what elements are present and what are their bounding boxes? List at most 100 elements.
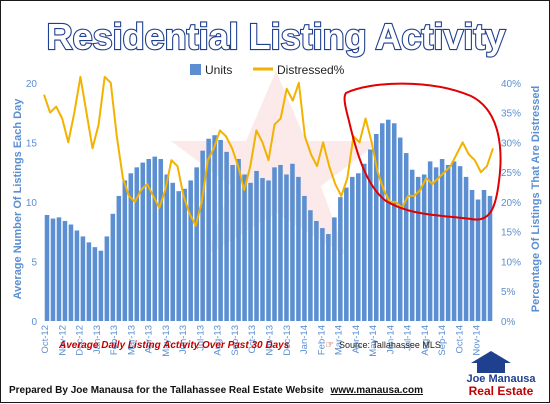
units-bar — [122, 180, 128, 321]
units-bar — [278, 164, 283, 321]
y2-axis-ticks: 0% 5% 10% 15% 20% 25% 30% 35% 40% — [501, 79, 521, 328]
units-bar — [463, 176, 469, 321]
footer-link[interactable]: www.manausa.com — [330, 385, 424, 396]
x-tick-label: Oct-14 — [454, 325, 465, 354]
units-bar — [68, 224, 74, 321]
units-bar — [487, 195, 493, 321]
units-bar — [481, 189, 487, 321]
units-bar — [296, 176, 301, 321]
units-bar — [427, 161, 433, 321]
units-bar — [451, 161, 457, 321]
y2-tick-label: 30% — [501, 138, 521, 149]
legend-units-swatch — [190, 64, 201, 75]
logo-line2: Real Estate — [469, 384, 534, 398]
y2-tick-label: 5% — [501, 287, 516, 298]
units-bar — [439, 159, 445, 321]
units-bar — [415, 176, 421, 321]
footer-text: Prepared By Joe Manausa for the Tallahas… — [9, 385, 423, 396]
y2-tick-label: 35% — [501, 109, 521, 120]
units-bar — [74, 230, 80, 321]
y-tick-label: 20 — [26, 79, 38, 90]
units-bar — [110, 213, 116, 321]
units-bar — [170, 182, 175, 321]
legend-distressed-label: Distressed% — [277, 63, 345, 77]
units-bar — [86, 242, 92, 321]
units-bar — [445, 164, 451, 321]
footer-prefix: Prepared By Joe Manausa for the Tallahas… — [9, 385, 324, 396]
x-tick-label: Dec-13 — [282, 325, 293, 356]
x-tick-label: Nov-13 — [265, 325, 276, 356]
y-tick-label: 15 — [26, 138, 38, 149]
units-bar — [457, 166, 463, 321]
units-bar — [80, 236, 86, 321]
logo-line1: Joe Manausa — [466, 373, 536, 385]
distressed-line-layer — [43, 75, 494, 227]
x-tick-label: Sep-14 — [437, 325, 448, 356]
y2-axis-label: Percentage Of Listings That Are Distress… — [530, 86, 542, 312]
units-bar — [272, 167, 277, 321]
subtitle-text: Average Daily Listing Activity Over Past… — [58, 340, 290, 351]
units-bar — [104, 236, 110, 321]
units-bar — [44, 214, 50, 321]
x-tick-label: Feb-13 — [109, 325, 120, 355]
units-bar — [373, 134, 379, 321]
x-tick-label: Jul-14 — [403, 325, 414, 351]
units-bar — [62, 220, 68, 321]
y-tick-label: 10 — [26, 198, 38, 209]
x-axis-ticks: Oct-12 Nov-12 Dec-12 Jan-13 Feb-13 Mar-13 Apr-… — [40, 325, 483, 357]
source-icon: ☞ — [325, 340, 334, 351]
units-bar — [362, 163, 367, 321]
x-tick-label: Apr-14 — [351, 325, 362, 354]
units-bar — [140, 162, 146, 321]
units-bar — [403, 153, 409, 321]
units-bar — [338, 197, 343, 321]
x-tick-label: May-14 — [368, 325, 379, 357]
y-tick-label: 5 — [31, 257, 37, 268]
y2-tick-label: 0% — [501, 317, 516, 328]
background-emblem — [171, 71, 381, 256]
y2-tick-label: 40% — [501, 79, 521, 90]
units-bar — [206, 138, 211, 321]
y2-tick-label: 20% — [501, 198, 521, 209]
units-bar — [128, 173, 134, 321]
units-bar — [332, 217, 337, 321]
x-tick-label: Jul-13 — [195, 325, 206, 351]
units-bar — [368, 149, 373, 321]
units-bar — [308, 210, 313, 321]
units-bar — [152, 156, 158, 321]
y2-tick-label: 15% — [501, 228, 521, 239]
units-bar — [224, 151, 229, 321]
units-bar — [194, 167, 199, 321]
source-text: Source: Tallahassee MLS — [339, 340, 441, 350]
units-bar — [433, 167, 439, 321]
units-bar — [146, 159, 152, 321]
x-tick-label: Jun-14 — [385, 325, 396, 354]
x-tick-label: Dec-12 — [75, 325, 86, 356]
units-bar — [212, 135, 217, 321]
house-icon — [471, 351, 511, 363]
units-bar — [248, 182, 253, 321]
units-bar — [356, 173, 361, 321]
x-tick-label: Oct-12 — [40, 325, 51, 354]
units-bar — [475, 199, 481, 321]
units-bar — [182, 188, 187, 321]
x-tick-label: Mar-14 — [334, 325, 345, 355]
units-bar — [230, 164, 235, 321]
units-bar — [284, 174, 289, 321]
units-bar — [236, 159, 241, 321]
units-bar — [254, 170, 259, 321]
distressed-line — [43, 75, 494, 227]
units-bar — [242, 174, 247, 321]
units-bar — [379, 123, 385, 321]
units-bar — [409, 169, 415, 321]
units-bar — [200, 150, 205, 321]
y-axis-label: Average Number Of Listings Each Day — [12, 98, 24, 300]
y-tick-label: 0 — [31, 317, 37, 328]
x-tick-label: Jan-13 — [92, 325, 103, 354]
highlight-circle — [343, 82, 502, 221]
units-bar — [314, 220, 319, 321]
units-bar — [385, 119, 391, 321]
x-tick-label: Nov-14 — [472, 325, 483, 356]
